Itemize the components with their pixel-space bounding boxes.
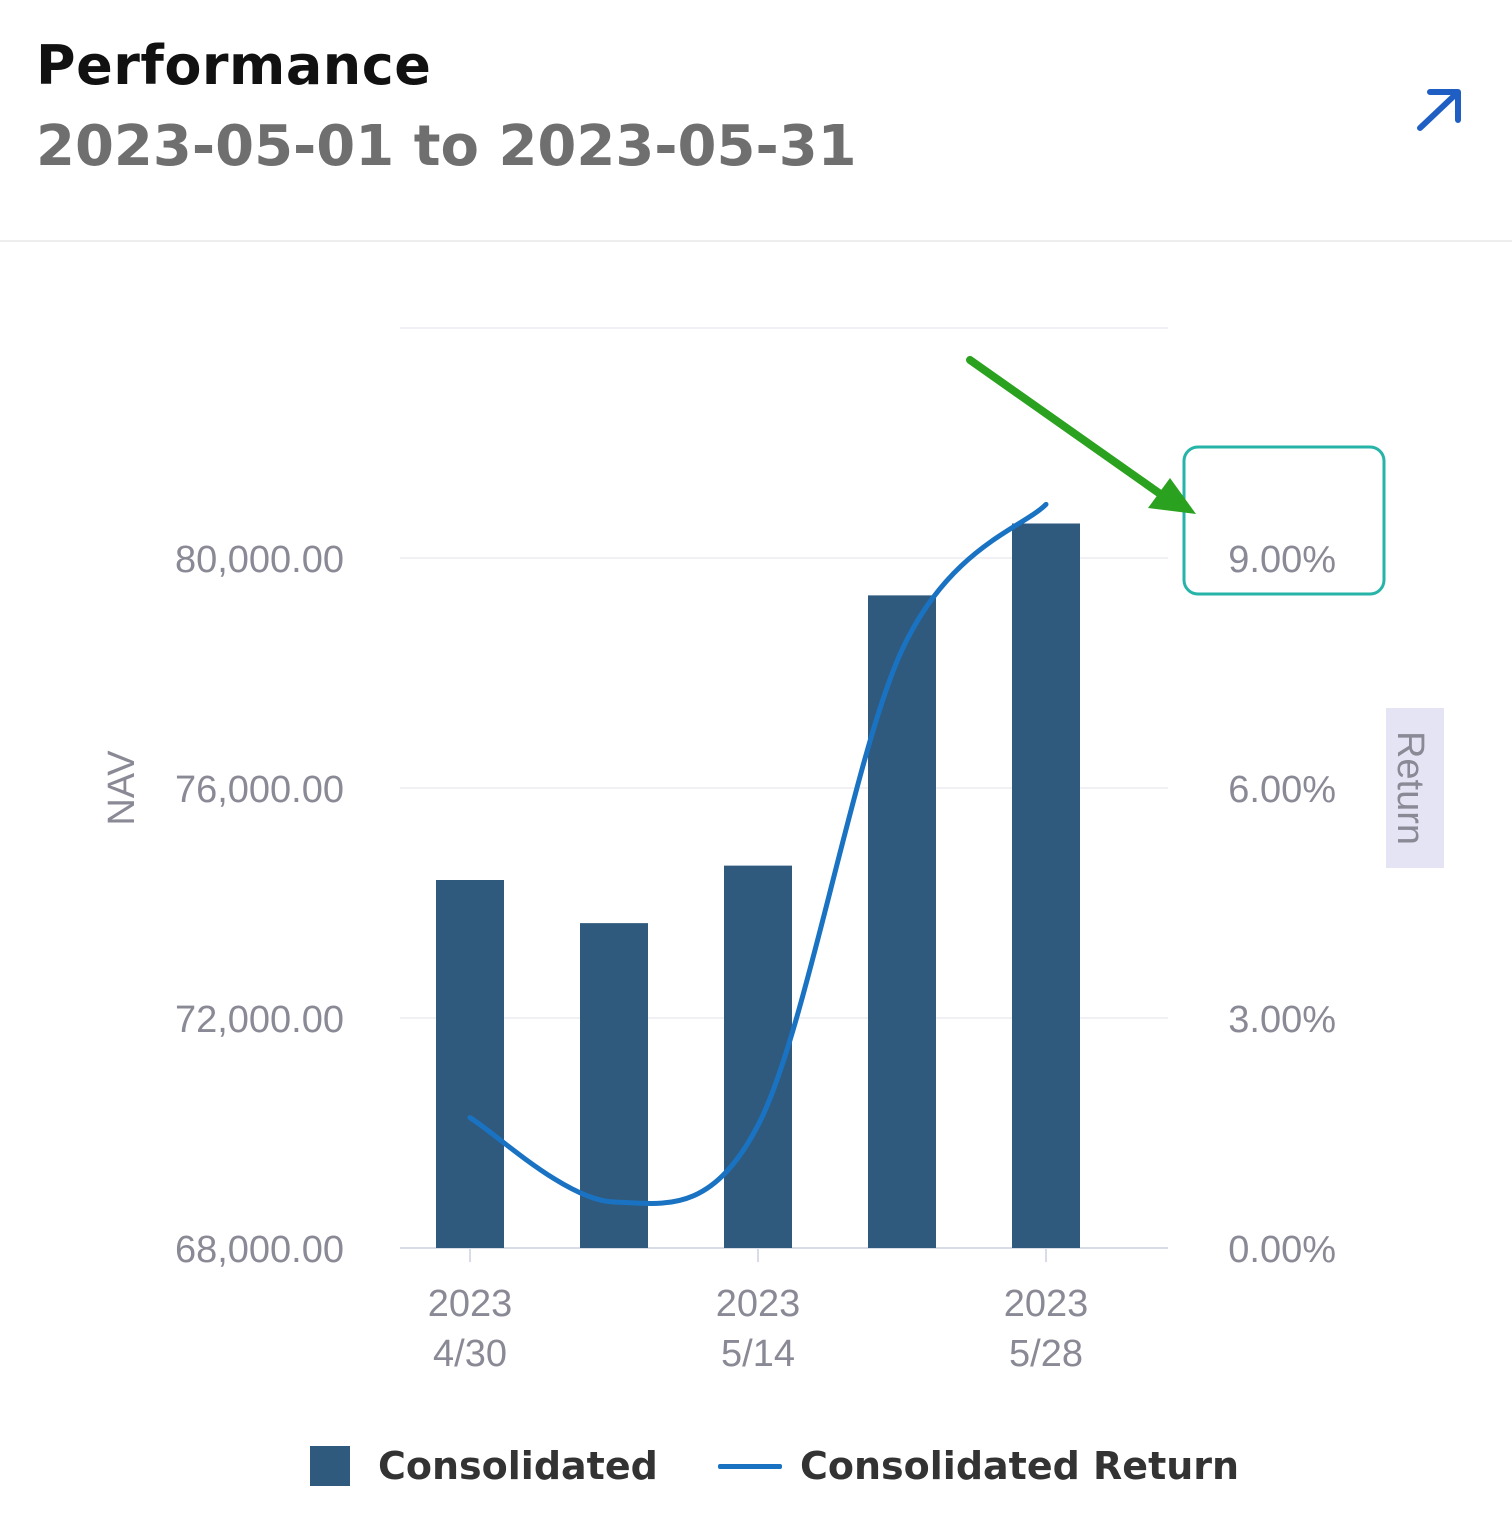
right-axis-tick-label: 6.00%: [1228, 769, 1336, 811]
annotation-arrow-line: [966, 356, 1170, 502]
chart-legend: Consolidated Consolidated Return: [310, 1438, 1270, 1494]
legend-label-consolidated: Consolidated: [378, 1444, 658, 1488]
annotation-arrow-head: [1148, 478, 1196, 514]
left-axis-tick-label: 76,000.00: [175, 769, 344, 811]
legend-item-consolidated-return[interactable]: Consolidated Return: [718, 1438, 1239, 1494]
annotation-highlight-box: [1182, 445, 1386, 596]
legend-bar-swatch: [310, 1446, 350, 1486]
x-tick-label-year: 2023: [716, 1283, 801, 1325]
header-divider: [0, 240, 1512, 242]
left-axis-title: NAV: [101, 750, 143, 826]
page-title: Performance: [36, 34, 432, 97]
x-tick-label-date: 5/14: [721, 1333, 795, 1375]
right-axis-title-background: [1386, 708, 1444, 868]
right-axis-tick-label: 9.00%: [1228, 539, 1336, 581]
right-axis-tick-label: 3.00%: [1228, 999, 1336, 1041]
right-axis-title: Return: [1389, 731, 1431, 845]
line-consolidated-return: [467, 501, 1049, 1206]
legend-line-swatch: [718, 1463, 782, 1469]
left-axis-tick-label: 68,000.00: [175, 1229, 344, 1271]
legend-item-consolidated[interactable]: Consolidated: [310, 1438, 658, 1494]
x-tick-label-date: 5/28: [1009, 1333, 1083, 1375]
left-axis-tick-label: 80,000.00: [175, 539, 344, 581]
chart-header: Performance 2023-05-01 to 2023-05-31: [36, 30, 1476, 190]
bar-consolidated: [724, 865, 792, 1248]
x-tick-label-year: 2023: [428, 1283, 513, 1325]
bar-consolidated: [1012, 523, 1080, 1248]
bar-consolidated: [580, 923, 648, 1248]
bar-consolidated: [868, 595, 936, 1248]
right-axis-tick-label: 0.00%: [1228, 1229, 1336, 1271]
left-axis-tick-label: 72,000.00: [175, 999, 344, 1041]
legend-label-consolidated-return: Consolidated Return: [800, 1444, 1240, 1488]
x-tick-label-year: 2023: [1004, 1283, 1089, 1325]
bar-consolidated: [436, 880, 504, 1248]
x-tick-label-date: 4/30: [433, 1333, 507, 1375]
arrow-up-right-icon[interactable]: [1412, 80, 1468, 136]
date-range: 2023-05-01 to 2023-05-31: [36, 114, 857, 179]
